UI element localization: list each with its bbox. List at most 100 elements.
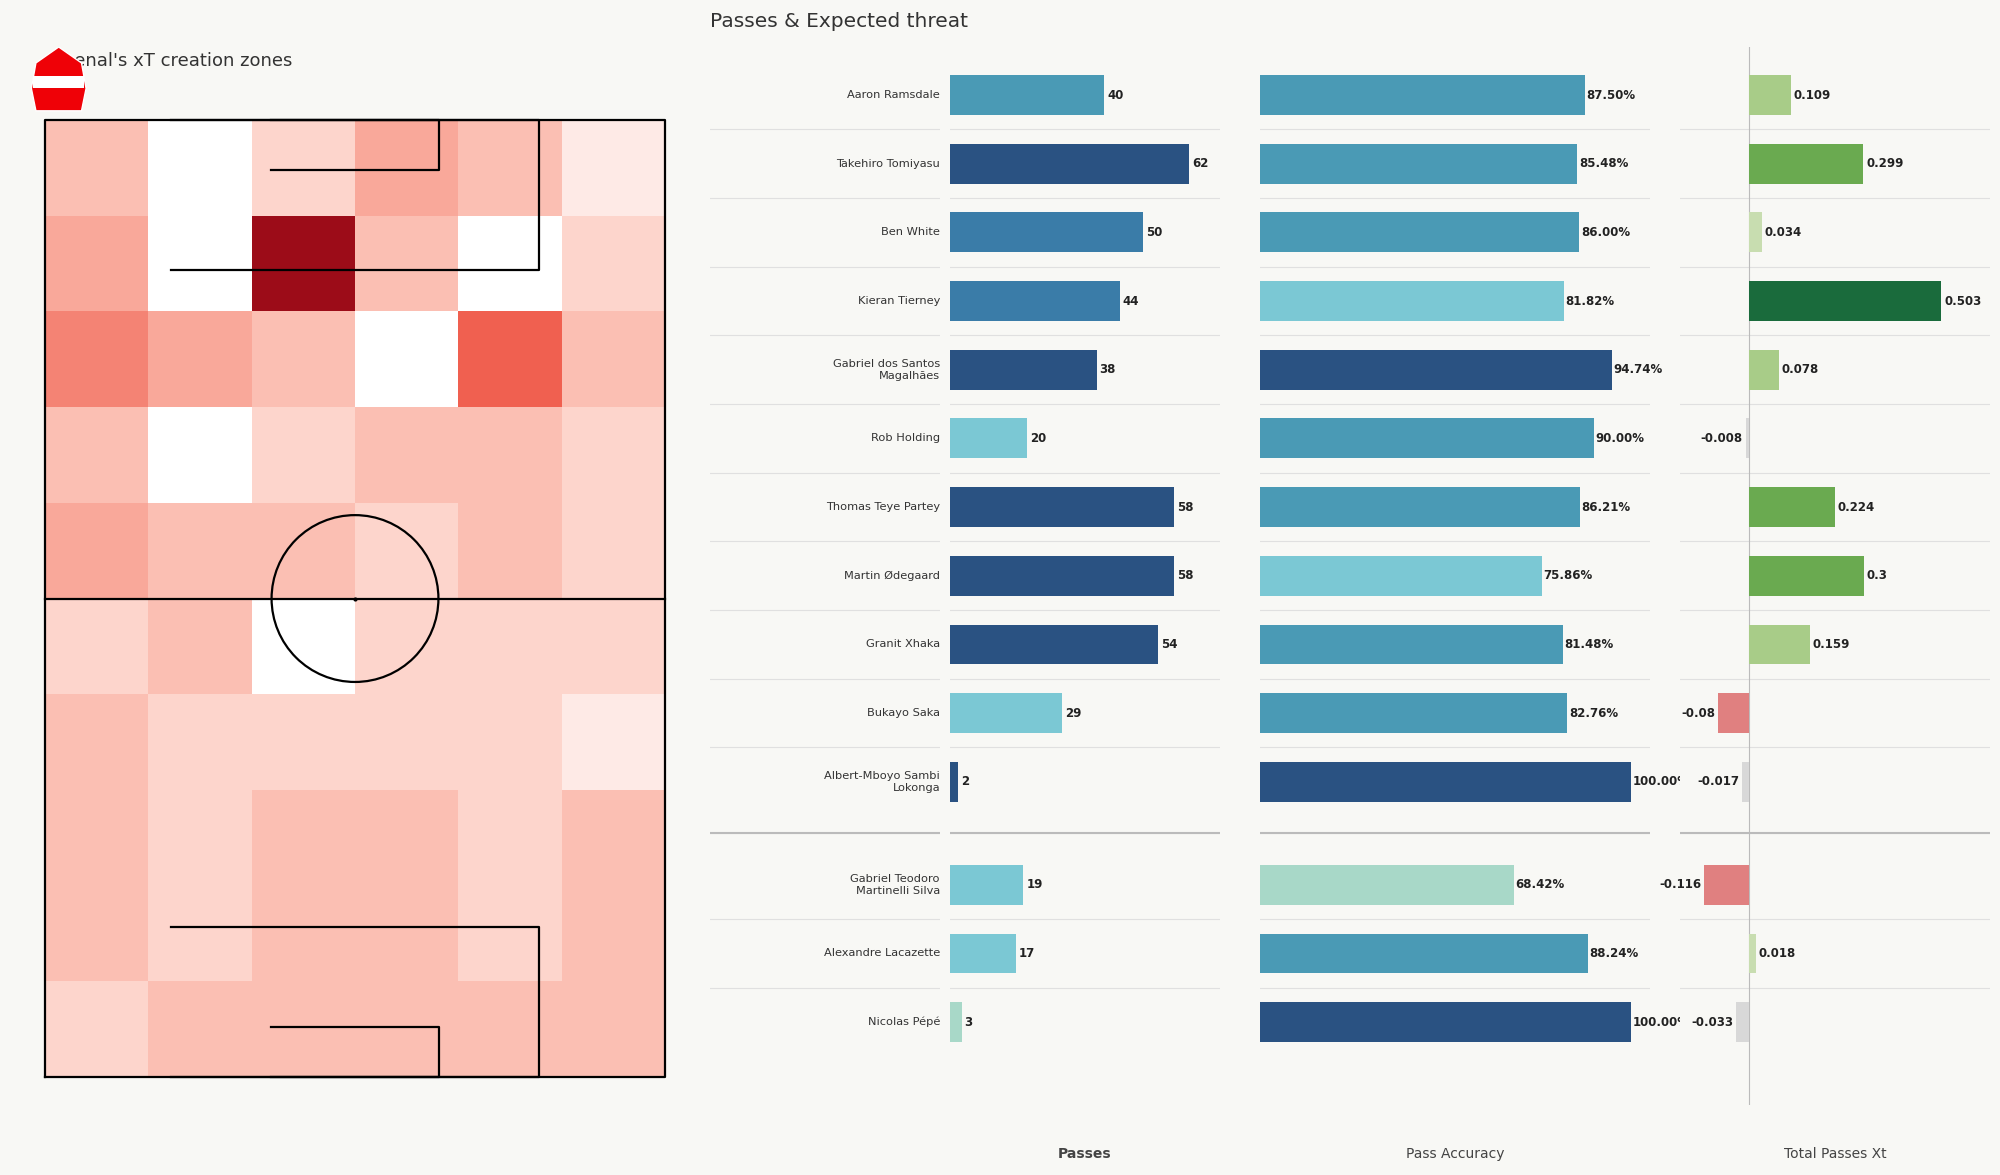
Bar	[148, 407, 252, 503]
Text: 88.24%: 88.24%	[1590, 947, 1638, 960]
Bar	[356, 311, 458, 407]
Bar	[252, 598, 356, 694]
Bar	[148, 311, 252, 407]
Text: 68.42%: 68.42%	[1516, 878, 1564, 892]
Bar	[562, 790, 664, 886]
Text: -0.08: -0.08	[1682, 706, 1716, 719]
Bar	[46, 503, 148, 598]
Bar	[458, 311, 562, 407]
Text: 0.018: 0.018	[1758, 947, 1796, 960]
Text: Alexandre Lacazette: Alexandre Lacazette	[824, 948, 940, 959]
Text: Total Passes Xt: Total Passes Xt	[1784, 1147, 1886, 1161]
Bar	[458, 886, 562, 981]
Text: 3: 3	[964, 1015, 972, 1028]
Text: Thomas Teye Partey: Thomas Teye Partey	[826, 502, 940, 512]
Bar	[562, 981, 664, 1077]
Bar	[950, 281, 1120, 321]
Bar	[1260, 75, 1584, 115]
Bar	[1742, 761, 1748, 801]
Bar	[1260, 1002, 1632, 1042]
Bar	[562, 407, 664, 503]
Bar	[1704, 865, 1748, 905]
Bar	[1260, 418, 1594, 458]
Bar	[148, 120, 252, 216]
Bar	[1748, 350, 1778, 390]
Bar	[252, 407, 356, 503]
Bar	[252, 311, 356, 407]
Text: 19: 19	[1026, 878, 1042, 892]
Text: 44: 44	[1122, 295, 1140, 308]
Bar	[562, 598, 664, 694]
Text: Bukayo Saka: Bukayo Saka	[868, 709, 940, 718]
Bar	[950, 865, 1024, 905]
Text: 75.86%: 75.86%	[1544, 569, 1592, 583]
Bar	[46, 598, 148, 694]
Text: Gabriel dos Santos
Magalhães: Gabriel dos Santos Magalhães	[832, 358, 940, 381]
Text: 0.299: 0.299	[1866, 157, 1904, 170]
Bar	[1260, 281, 1564, 321]
Bar	[356, 790, 458, 886]
Bar	[46, 311, 148, 407]
Bar	[1748, 75, 1790, 115]
Text: -0.008: -0.008	[1700, 432, 1742, 445]
Bar	[1748, 488, 1834, 528]
Bar	[950, 75, 1104, 115]
Bar	[562, 886, 664, 981]
Bar	[1748, 213, 1762, 253]
Bar	[458, 790, 562, 886]
Text: 100.00%: 100.00%	[1632, 1015, 1690, 1028]
Text: 82.76%: 82.76%	[1568, 706, 1618, 719]
Bar	[1260, 865, 1514, 905]
Bar	[1748, 556, 1864, 596]
Bar	[356, 598, 458, 694]
Text: 20: 20	[1030, 432, 1046, 445]
Text: 0.034: 0.034	[1764, 226, 1802, 239]
Bar	[252, 503, 356, 598]
Text: Passes: Passes	[1058, 1147, 1112, 1161]
Text: 0.224: 0.224	[1838, 501, 1874, 513]
Bar	[356, 694, 458, 790]
Bar	[252, 120, 356, 216]
Bar	[148, 598, 252, 694]
Bar	[950, 418, 1028, 458]
Text: -0.033: -0.033	[1692, 1015, 1734, 1028]
Text: Martin Ødegaard: Martin Ødegaard	[844, 571, 940, 580]
Polygon shape	[34, 75, 84, 88]
Text: 0.109: 0.109	[1794, 88, 1830, 101]
Text: 54: 54	[1162, 638, 1178, 651]
Bar	[458, 120, 562, 216]
Text: 85.48%: 85.48%	[1578, 157, 1628, 170]
Text: Arsenal's xT creation zones: Arsenal's xT creation zones	[46, 52, 292, 69]
Bar	[356, 981, 458, 1077]
Bar	[1260, 624, 1562, 664]
Polygon shape	[32, 47, 86, 110]
Bar	[148, 790, 252, 886]
Bar	[252, 216, 356, 311]
Text: 94.74%: 94.74%	[1614, 363, 1662, 376]
Bar	[950, 933, 1016, 973]
Bar	[1260, 933, 1588, 973]
Bar	[252, 981, 356, 1077]
Text: 86.00%: 86.00%	[1580, 226, 1630, 239]
Bar	[458, 407, 562, 503]
Bar	[46, 886, 148, 981]
Bar	[356, 503, 458, 598]
Bar	[148, 981, 252, 1077]
Text: 100.00%: 100.00%	[1632, 776, 1690, 788]
Bar	[1260, 761, 1632, 801]
Text: Albert-Mboyo Sambi
Lokonga: Albert-Mboyo Sambi Lokonga	[824, 771, 940, 793]
Bar	[458, 598, 562, 694]
Text: 29: 29	[1064, 706, 1082, 719]
Text: Granit Xhaka: Granit Xhaka	[866, 639, 940, 650]
Bar	[148, 216, 252, 311]
Bar	[46, 216, 148, 311]
Text: 81.82%: 81.82%	[1566, 295, 1614, 308]
Bar	[458, 503, 562, 598]
Bar	[950, 350, 1096, 390]
Bar	[458, 216, 562, 311]
Text: 0.503: 0.503	[1944, 295, 1982, 308]
Text: Kieran Tierney: Kieran Tierney	[858, 296, 940, 306]
Bar	[252, 886, 356, 981]
Text: 2: 2	[960, 776, 968, 788]
Bar	[950, 761, 958, 801]
